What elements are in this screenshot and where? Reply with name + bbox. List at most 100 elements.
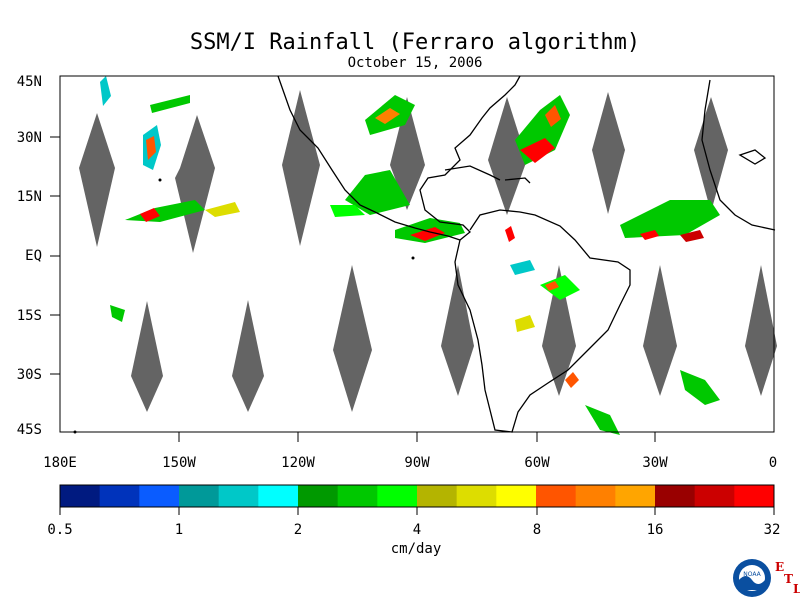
- noaa-logo-text: NOAA: [743, 571, 761, 578]
- swath-gap: [390, 97, 425, 210]
- colorbar-label: 8: [532, 522, 542, 538]
- rain-patch: [680, 370, 720, 405]
- rain-patch: [585, 405, 620, 435]
- colorbar-swatch: [99, 485, 140, 507]
- swath-gap: [333, 265, 372, 412]
- swath-gap: [232, 300, 264, 412]
- colorbar-swatch: [734, 485, 775, 507]
- colorbar-swatch: [139, 485, 180, 507]
- colorbar-swatch: [536, 485, 577, 507]
- swath-gap: [488, 97, 527, 215]
- swath-gap: [79, 113, 115, 247]
- rain-patch: [510, 260, 535, 275]
- rain-patch: [345, 170, 410, 215]
- swath-gap: [441, 265, 474, 396]
- axis-ticks: [50, 136, 656, 442]
- colorbar-swatch: [337, 485, 378, 507]
- chart-subtitle: October 15, 2006: [347, 55, 483, 71]
- colorbar-label: 0.5: [47, 522, 73, 538]
- rain-patch: [680, 230, 704, 242]
- colorbar-swatch: [417, 485, 458, 507]
- hispaniola-coast: [504, 177, 531, 184]
- coastlines: [277, 75, 776, 433]
- etl-letter-l: L: [793, 582, 800, 596]
- swath-gap: [643, 265, 677, 396]
- rain-patch: [545, 281, 559, 291]
- lat-label-45n: 45N: [16, 74, 42, 90]
- rain-patch: [540, 275, 580, 300]
- rain-patch: [146, 136, 156, 160]
- rain-patch: [375, 108, 400, 124]
- lat-label-eq: EQ: [25, 248, 42, 264]
- lat-label-15n: 15N: [16, 189, 42, 205]
- rain-patch: [110, 305, 125, 322]
- colorbar-swatch: [179, 485, 220, 507]
- colorbar-swatch: [575, 485, 616, 507]
- rain-patch: [515, 315, 535, 332]
- rain-patch: [330, 205, 365, 217]
- etl-letter-e: E: [775, 560, 785, 574]
- rain-patch: [410, 227, 445, 241]
- swath-gap: [592, 92, 625, 214]
- lon-label-60w: 60W: [524, 455, 550, 471]
- colorbar-swatch: [655, 485, 696, 507]
- rain-patch: [100, 76, 111, 106]
- swath-gap: [175, 115, 215, 253]
- lon-label-180e: 180E: [43, 455, 77, 471]
- lon-label-90w: 90W: [404, 455, 430, 471]
- rainfall-patches: [100, 76, 720, 435]
- colorbar-swatch: [298, 485, 339, 507]
- colorbar-swatch: [694, 485, 735, 507]
- lon-label-0: 0: [768, 455, 778, 471]
- colorbar-label: 2: [293, 522, 303, 538]
- colorbar-swatch: [377, 485, 418, 507]
- rain-patch: [620, 200, 720, 238]
- swath-gap: [131, 301, 163, 412]
- lat-label-45s: 45S: [16, 422, 42, 438]
- lon-label-150w: 150W: [162, 455, 196, 471]
- lat-label-30s: 30S: [16, 367, 42, 383]
- island: [411, 256, 415, 260]
- island: [158, 178, 162, 182]
- rain-patch: [565, 372, 579, 388]
- swath-gap: [542, 265, 576, 396]
- swath-gap: [745, 265, 777, 396]
- africa-coast: [701, 79, 776, 231]
- colorbar-label: 16: [646, 522, 664, 538]
- colorbar-swatch: [496, 485, 537, 507]
- colorbar-label: 32: [763, 522, 781, 538]
- colorbar-label: 4: [412, 522, 422, 538]
- rain-patch: [150, 95, 190, 113]
- colorbar-label: 1: [174, 522, 184, 538]
- colorbar-ticks: [59, 507, 775, 515]
- colorbar-swatch: [615, 485, 656, 507]
- swath-gap: [282, 90, 320, 246]
- lon-label-30w: 30W: [642, 455, 668, 471]
- chart-title: SSM/I Rainfall (Ferraro algorithm): [189, 30, 641, 55]
- colorbar: [60, 485, 775, 507]
- colorbar-unit: cm/day: [390, 541, 442, 557]
- map-frame: [59, 75, 775, 433]
- colorbar-swatch: [60, 485, 101, 507]
- rain-patch: [505, 226, 515, 242]
- swath-gap: [694, 97, 728, 212]
- rain-patch: [205, 202, 240, 217]
- colorbar-swatch: [456, 485, 497, 507]
- colorbar-swatch: [218, 485, 259, 507]
- noaa-logo: NOAA: [733, 559, 771, 597]
- swath-gaps: [79, 90, 777, 412]
- lon-label-120w: 120W: [281, 455, 315, 471]
- colorbar-swatch: [258, 485, 299, 507]
- rain-patch: [140, 208, 160, 222]
- etl-letter-t: T: [784, 572, 793, 586]
- cuba-coast: [444, 165, 501, 181]
- lat-label-30n: 30N: [16, 130, 42, 146]
- greenland-coast: [738, 149, 767, 165]
- rain-patch: [545, 105, 561, 127]
- rain-patch: [640, 230, 659, 240]
- south-america-coast: [454, 209, 631, 433]
- rain-patch: [520, 138, 555, 163]
- lat-label-15s: 15S: [16, 308, 42, 324]
- north-america-coast: [277, 75, 521, 241]
